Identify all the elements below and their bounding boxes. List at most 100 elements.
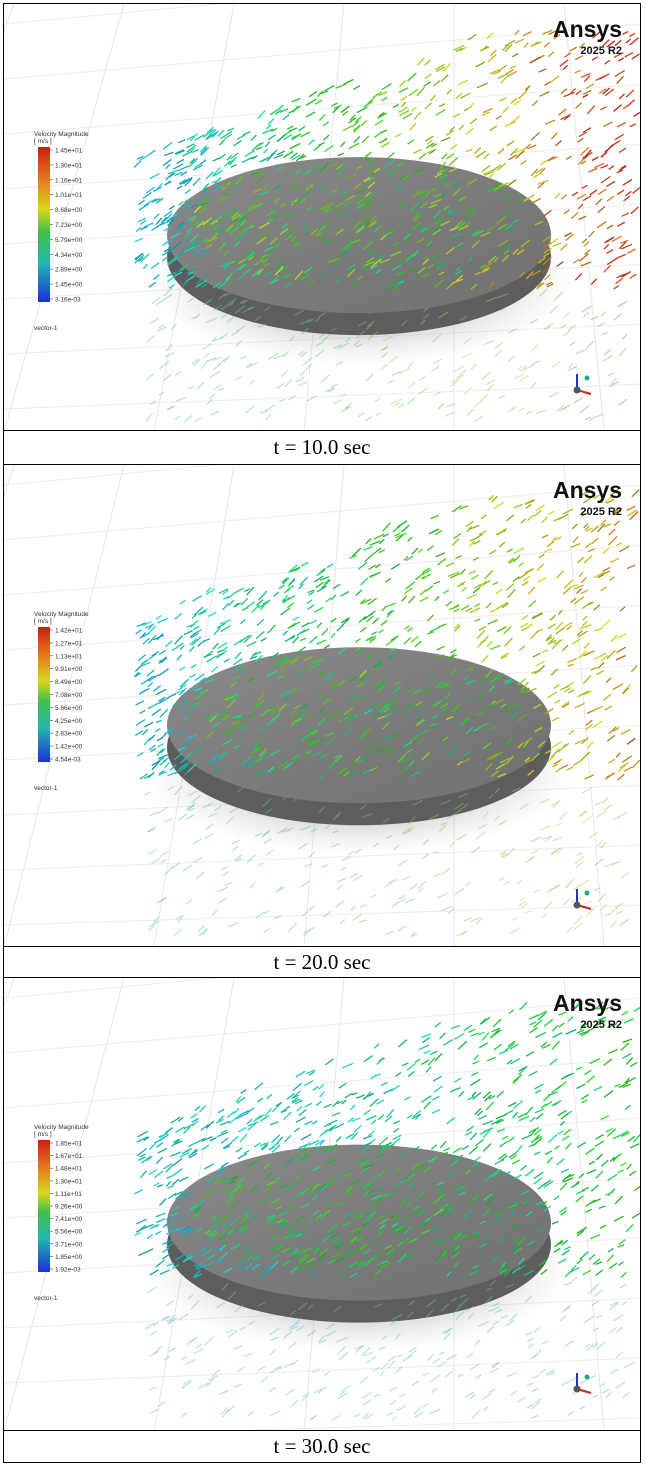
velocity-arrow: [467, 409, 473, 415]
velocity-arrow: [176, 398, 186, 402]
velocity-arrow: [255, 1083, 263, 1090]
velocity-arrow: [390, 1387, 398, 1391]
velocity-arrow: [538, 69, 546, 72]
velocity-arrow: [580, 1379, 589, 1384]
velocity-arrow: [370, 611, 375, 616]
velocity-arrow: [274, 155, 283, 158]
velocity-arrow: [289, 923, 297, 932]
velocity-arrow: [617, 774, 624, 780]
velocity-arrow: [312, 1121, 317, 1124]
velocity-arrow: [201, 360, 209, 368]
velocity-arrow: [427, 546, 434, 551]
velocity-arrow: [525, 1169, 534, 1176]
velocity-arrow: [435, 1022, 441, 1027]
velocity-arrow: [629, 1171, 636, 1176]
velocity-arrow: [498, 1154, 506, 1160]
velocity-arrow: [471, 1033, 479, 1036]
velocity-arrow: [342, 1063, 353, 1068]
velocity-arrow: [431, 366, 439, 371]
axis-origin: [574, 1386, 581, 1393]
velocity-arrow: [136, 630, 142, 635]
velocity-arrow: [543, 1341, 550, 1344]
floor-grid: [4, 465, 14, 947]
velocity-arrow: [595, 628, 603, 631]
velocity-arrow: [542, 517, 548, 523]
velocity-arrow: [487, 33, 494, 39]
velocity-arrow: [164, 152, 173, 155]
velocity-arrow: [599, 1206, 606, 1209]
velocity-arrow: [331, 384, 338, 387]
velocity-arrow: [192, 596, 202, 602]
velocity-arrow: [408, 140, 415, 145]
velocity-arrow: [499, 878, 504, 881]
velocity-arrow: [553, 837, 562, 841]
velocity-arrow: [624, 196, 630, 201]
velocity-arrow: [579, 572, 583, 577]
velocity-arrow: [250, 656, 257, 659]
velocity-arrow: [205, 834, 213, 839]
velocity-arrow: [601, 332, 608, 335]
velocity-arrow: [609, 529, 616, 535]
velocity-arrow: [221, 1138, 228, 1144]
velocity-arrow: [339, 1083, 347, 1088]
velocity-arrow: [433, 392, 440, 396]
velocity-arrow: [583, 90, 591, 94]
colorbar-label: 1.13e+01: [55, 653, 83, 660]
velocity-arrow: [549, 392, 558, 397]
velocity-arrow: [432, 1110, 440, 1114]
velocity-arrow: [621, 872, 629, 878]
velocity-arrow: [530, 57, 540, 63]
velocity-arrow: [468, 103, 474, 109]
velocity-arrow: [314, 144, 322, 151]
velocity-arrow: [157, 618, 168, 623]
velocity-arrow: [499, 98, 507, 102]
velocity-arrow: [339, 1352, 348, 1360]
velocity-arrow: [601, 1160, 608, 1166]
velocity-arrow: [440, 1033, 446, 1039]
velocity-arrow: [527, 624, 533, 628]
colorbar-label: 4.25e+00: [55, 718, 83, 725]
velocity-arrow: [592, 538, 599, 544]
velocity-arrow: [483, 109, 493, 113]
velocity-arrow: [592, 1284, 599, 1290]
velocity-arrow: [496, 589, 503, 594]
velocity-arrow: [594, 656, 601, 660]
velocity-arrow: [512, 54, 518, 57]
velocity-arrow: [154, 214, 160, 219]
velocity-arrow: [535, 1090, 541, 1093]
velocity-arrow: [508, 155, 517, 160]
velocity-arrow: [238, 1128, 246, 1132]
velocity-arrow: [409, 89, 418, 96]
velocity-arrow: [479, 1043, 487, 1048]
velocity-arrow: [311, 620, 317, 624]
velocity-arrow: [524, 43, 528, 48]
velocity-arrow: [298, 382, 308, 386]
velocity-arrow: [331, 633, 335, 638]
velocity-arrow: [628, 1136, 635, 1141]
velocity-arrow: [282, 370, 288, 376]
render-panel: Ansys2025 R2Velocity Magnitude[ m/s ]1.8…: [3, 978, 641, 1431]
velocity-arrow: [419, 1045, 429, 1050]
velocity-arrow: [425, 103, 432, 110]
velocity-arrow: [561, 89, 567, 94]
velocity-arrow: [482, 1033, 489, 1041]
velocity-arrow: [563, 330, 571, 336]
velocity-arrow: [538, 578, 547, 583]
velocity-arrow: [408, 382, 415, 389]
velocity-arrow: [231, 165, 237, 168]
velocity-arrow: [474, 1055, 479, 1060]
velocity-arrow: [415, 573, 424, 580]
velocity-arrow: [449, 158, 458, 166]
velocity-arrow: [562, 1136, 569, 1140]
velocity-arrow: [177, 160, 184, 164]
velocity-arrow: [423, 1373, 429, 1376]
velocity-arrow: [634, 1006, 641, 1011]
velocity-arrow: [567, 927, 573, 932]
velocity-arrow: [245, 406, 254, 413]
velocity-arrow: [404, 588, 412, 594]
velocity-arrow: [613, 684, 623, 690]
velocity-arrow: [466, 608, 473, 612]
velocity-arrow: [393, 105, 399, 108]
velocity-arrow: [531, 132, 540, 140]
velocity-arrow: [616, 254, 626, 258]
